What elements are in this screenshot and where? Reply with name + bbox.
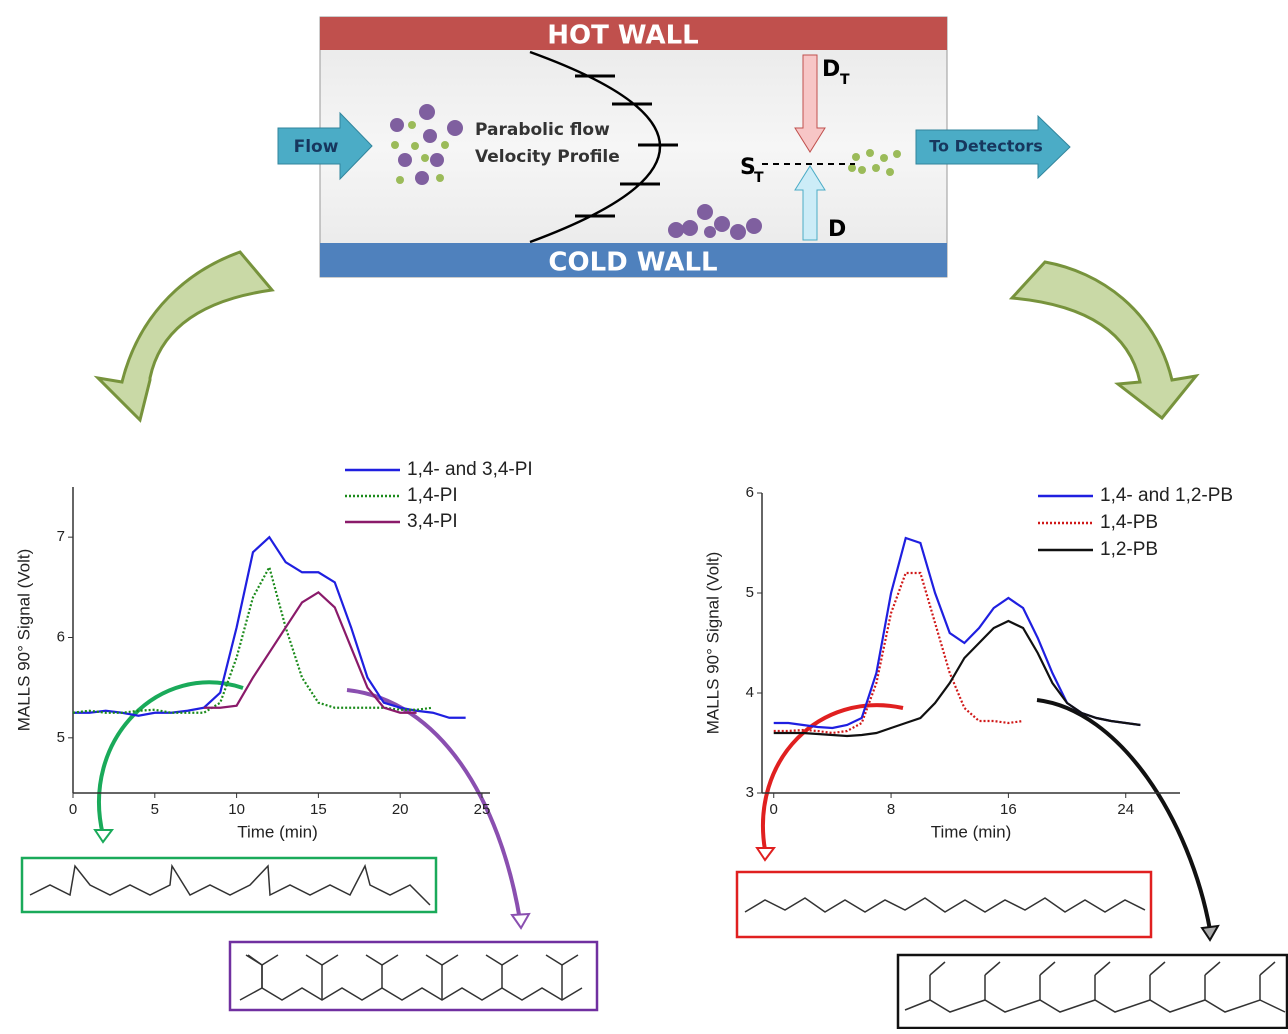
dt-subscript: T: [840, 72, 850, 88]
dt-label: D: [822, 57, 840, 82]
hot-wall: [320, 17, 947, 50]
black-arrow: [1036, 698, 1212, 931]
pi34-structure-box: [228, 940, 599, 1012]
x-tick-label: 0: [770, 801, 778, 818]
x-tick-label: 10: [228, 801, 245, 818]
pb14-structure: [744, 897, 1146, 913]
hot-wall-label: HOT WALL: [547, 21, 698, 51]
x-tick-label: 15: [310, 801, 327, 818]
legend-label: 1,4-PI: [407, 485, 458, 506]
red-arrowhead: [755, 847, 776, 862]
particles: [390, 104, 901, 240]
x-tick-label: 16: [1000, 801, 1017, 818]
legend-label: 3,4-PI: [407, 511, 458, 532]
pi14-structure: [29, 863, 431, 906]
channel-diagram: HOT WALL COLD WALL Flow To Detectors Par…: [277, 16, 1071, 278]
black-arrowhead: [1200, 924, 1220, 942]
flow-label: Flow: [294, 137, 339, 157]
y-tick-label: 5: [746, 584, 754, 601]
profile-line2: Velocity Profile: [475, 147, 620, 167]
pb14-structure-box: [735, 870, 1153, 939]
pi34-sidegroups: [245, 954, 579, 1000]
pi34-backbone: [239, 987, 583, 1001]
x-tick-label: 20: [392, 801, 409, 818]
cold-wall: [320, 243, 947, 277]
x-axis-label: Time (min): [931, 822, 1012, 841]
x-tick-label: 24: [1117, 801, 1134, 818]
legend-label: 1,2-PB: [1100, 539, 1158, 560]
y-tick-label: 7: [57, 528, 65, 545]
red-arrow: [761, 703, 904, 851]
y-tick-label: 5: [57, 729, 65, 746]
d-arrow: [794, 165, 826, 241]
data-line: [773, 536, 1141, 730]
data-line: [773, 571, 1024, 735]
purple-arrowhead: [510, 912, 531, 930]
x-axis-label: Time (min): [237, 822, 318, 841]
y-tick-label: 3: [746, 784, 754, 801]
data-line: [73, 535, 466, 719]
right-curved-arrow: [1008, 260, 1200, 421]
data-line: [773, 619, 1141, 738]
data-line: [72, 564, 434, 714]
y-tick-label: 6: [57, 628, 65, 645]
detectors-label: To Detectors: [929, 137, 1043, 156]
st-label: S: [740, 155, 756, 180]
pb12-sidegroups: [929, 961, 1276, 1000]
y-axis-label: MALLS 90° Signal (Volt): [14, 549, 33, 732]
green-arrowhead: [93, 829, 114, 844]
legend-label: 1,4- and 3,4-PI: [407, 459, 533, 480]
green-arrow: [97, 680, 244, 836]
pi14-structure-box: [20, 856, 438, 914]
profile-line1: Parabolic flow: [475, 120, 610, 140]
velocity-arrows: [575, 74, 678, 218]
x-tick-label: 5: [151, 801, 159, 818]
x-tick-label: 25: [474, 801, 491, 818]
pb12-structure-box: [896, 953, 1288, 1030]
legend-label: 1,4- and 1,2-PB: [1100, 485, 1233, 506]
legend-label: 1,4-PB: [1100, 512, 1158, 533]
y-tick-label: 6: [746, 484, 754, 501]
cold-wall-label: COLD WALL: [548, 248, 717, 278]
dt-arrow: [794, 54, 826, 153]
st-subscript: T: [754, 170, 764, 186]
flow-arrow: [277, 111, 373, 181]
detectors-arrow: [915, 114, 1071, 180]
left-curved-arrow: [93, 250, 275, 423]
x-tick-label: 0: [69, 801, 77, 818]
y-axis-label: MALLS 90° Signal (Volt): [703, 552, 722, 735]
x-tick-label: 8: [887, 801, 895, 818]
y-tick-label: 4: [746, 684, 754, 701]
channel: [319, 16, 948, 278]
data-line: [203, 590, 417, 714]
d-label: D: [828, 217, 846, 242]
